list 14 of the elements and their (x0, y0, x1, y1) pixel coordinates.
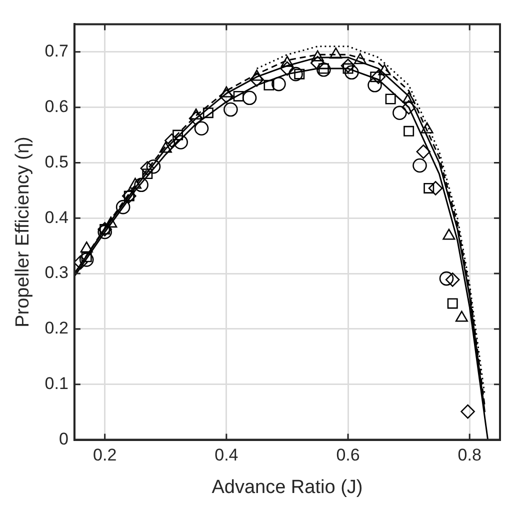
y-tick-label: 0.6 (44, 97, 68, 116)
y-tick-label: 0.1 (44, 374, 68, 394)
y-tick-label: 0.3 (44, 263, 68, 282)
x-axis-title: Advance Ratio (J) (212, 476, 363, 498)
y-tick-label: 0.7 (44, 42, 68, 61)
x-tick-label: 0.6 (336, 446, 360, 465)
x-tick-label: 0.8 (458, 446, 482, 465)
y-axis-title: Propeller Efficiency (η) (12, 136, 34, 328)
y-tick-label: 0 (58, 429, 68, 448)
y-tick-label: 0.4 (44, 208, 68, 227)
y-tick-label: 0.5 (44, 152, 68, 172)
x-tick-label: 0.2 (93, 446, 117, 465)
x-tick-label: 0.4 (214, 446, 238, 465)
y-tick-label: 0.2 (44, 318, 68, 338)
